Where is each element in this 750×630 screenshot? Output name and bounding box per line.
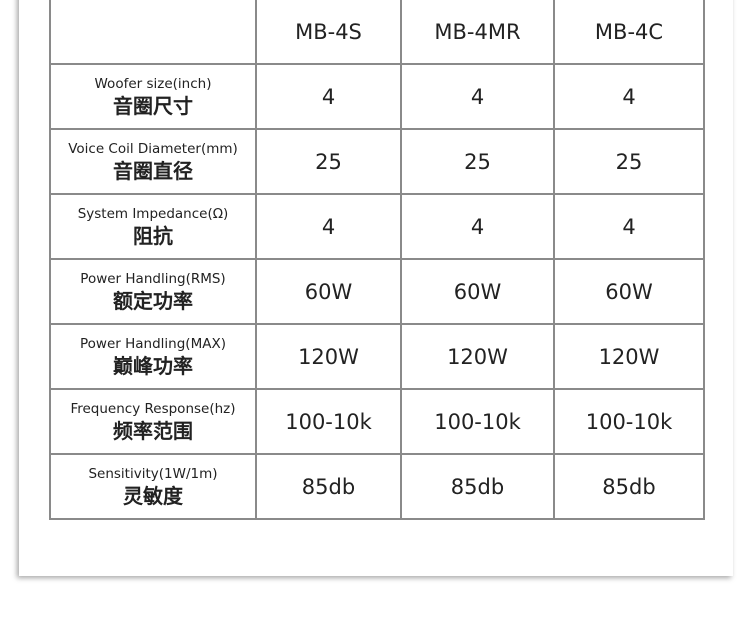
spec-value-cell: 4 bbox=[553, 193, 705, 260]
spec-value-cell: 85db bbox=[400, 453, 555, 520]
header-cell bbox=[49, 0, 257, 65]
spec-label-zh: 巅峰功率 bbox=[113, 353, 193, 378]
spec-label-cell: Power Handling(MAX) 巅峰功率 bbox=[49, 323, 257, 390]
spec-value-cell: 25 bbox=[553, 128, 705, 195]
spec-label-zh: 灵敏度 bbox=[123, 483, 183, 508]
spec-table: MB-4S MB-4MR MB-4C Woofer size(inch) 音圈尺… bbox=[49, 0, 705, 520]
spec-value-cell: 120W bbox=[400, 323, 555, 390]
table-row: Power Handling(RMS) 额定功率 60W 60W 60W bbox=[49, 258, 705, 325]
spec-value-cell: 60W bbox=[400, 258, 555, 325]
spec-value-cell: 25 bbox=[255, 128, 402, 195]
table-row: Power Handling(MAX) 巅峰功率 120W 120W 120W bbox=[49, 323, 705, 390]
spec-label-cell: Woofer size(inch) 音圈尺寸 bbox=[49, 63, 257, 130]
spec-label-cell: Voice Coil Diameter(mm) 音圈直径 bbox=[49, 128, 257, 195]
spec-value-cell: 4 bbox=[400, 63, 555, 130]
table-row: Frequency Response(hz) 频率范围 100-10k 100-10… bbox=[49, 388, 705, 455]
spec-value-cell: 4 bbox=[400, 193, 555, 260]
header-row: MB-4S MB-4MR MB-4C bbox=[49, 0, 705, 65]
spec-label-zh: 音圈尺寸 bbox=[113, 93, 193, 118]
spec-label-zh: 阻抗 bbox=[133, 223, 173, 248]
spec-value-cell: 4 bbox=[255, 63, 402, 130]
spec-label-en: Sensitivity(1W/1m) bbox=[88, 465, 218, 482]
spec-label-en: Woofer size(inch) bbox=[94, 75, 212, 92]
spec-label-en: Voice Coil Diameter(mm) bbox=[68, 140, 238, 157]
table-row: System Impedance(Ω) 阻抗 4 4 4 bbox=[49, 193, 705, 260]
spec-value-cell: 100-10k bbox=[255, 388, 402, 455]
header-cell: MB-4S bbox=[255, 0, 402, 65]
spec-label-cell: System Impedance(Ω) 阻抗 bbox=[49, 193, 257, 260]
spec-value-cell: 4 bbox=[255, 193, 402, 260]
spec-value-cell: 120W bbox=[255, 323, 402, 390]
table-row: Voice Coil Diameter(mm) 音圈直径 25 25 25 bbox=[49, 128, 705, 195]
spec-label-cell: Power Handling(RMS) 额定功率 bbox=[49, 258, 257, 325]
header-cell: MB-4MR bbox=[400, 0, 555, 65]
spec-label-zh: 频率范围 bbox=[113, 418, 193, 443]
spec-value-cell: 85db bbox=[553, 453, 705, 520]
spec-value-cell: 100-10k bbox=[400, 388, 555, 455]
spec-label-zh: 音圈直径 bbox=[113, 158, 193, 183]
spec-value-cell: 4 bbox=[553, 63, 705, 130]
spec-label-cell: Frequency Response(hz) 频率范围 bbox=[49, 388, 257, 455]
table-row: Woofer size(inch) 音圈尺寸 4 4 4 bbox=[49, 63, 705, 130]
spec-label-en: Frequency Response(hz) bbox=[70, 400, 236, 417]
table-row: Sensitivity(1W/1m) 灵敏度 85db 85db 85db bbox=[49, 453, 705, 520]
spec-value-cell: 120W bbox=[553, 323, 705, 390]
spec-value-cell: 100-10k bbox=[553, 388, 705, 455]
spec-label-cell: Sensitivity(1W/1m) 灵敏度 bbox=[49, 453, 257, 520]
spec-label-en: Power Handling(RMS) bbox=[80, 270, 226, 287]
spec-label-zh: 额定功率 bbox=[113, 288, 193, 313]
spec-value-cell: 85db bbox=[255, 453, 402, 520]
spec-value-cell: 60W bbox=[553, 258, 705, 325]
spec-value-cell: 25 bbox=[400, 128, 555, 195]
spec-label-en: System Impedance(Ω) bbox=[77, 205, 229, 222]
spec-value-cell: 60W bbox=[255, 258, 402, 325]
header-cell: MB-4C bbox=[553, 0, 705, 65]
spec-label-en: Power Handling(MAX) bbox=[80, 335, 226, 352]
